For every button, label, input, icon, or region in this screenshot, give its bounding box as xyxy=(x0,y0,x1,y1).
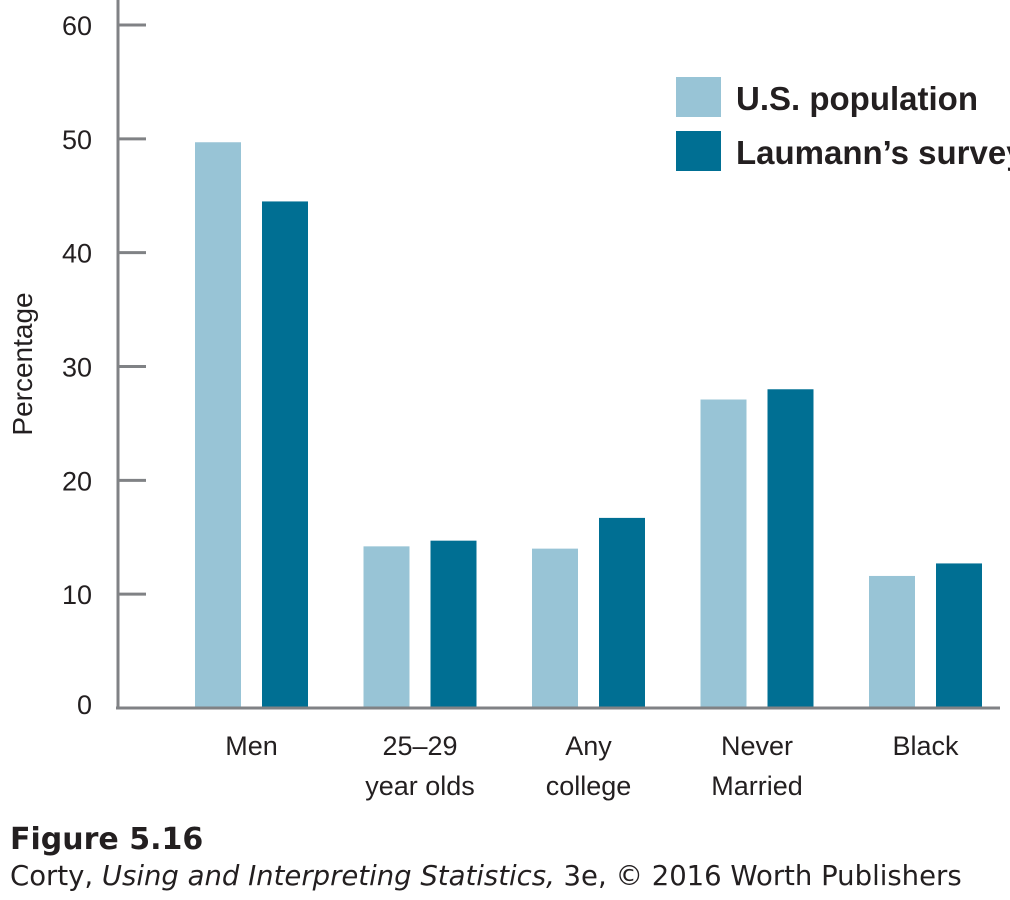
bar xyxy=(195,142,241,708)
x-tick-label: Black xyxy=(892,731,959,761)
bar xyxy=(936,563,982,708)
y-tick-label: 0 xyxy=(77,690,92,720)
figure-number: Figure 5.16 xyxy=(10,822,204,857)
bar xyxy=(599,517,645,708)
x-tick-label: Men xyxy=(225,731,278,761)
legend-swatch xyxy=(676,77,721,117)
x-axis-category-labels: Men 25–29 year olds Any college Never Married B… xyxy=(225,731,959,801)
y-tick-label: 10 xyxy=(62,580,92,610)
x-tick-label: Any college xyxy=(546,731,632,801)
legend-swatch xyxy=(676,131,721,171)
bar xyxy=(869,575,915,708)
y-tick-label: 60 xyxy=(62,11,92,41)
bar xyxy=(532,548,578,708)
x-tick-label: 25–29 year olds xyxy=(365,731,475,801)
source-prefix: Corty, xyxy=(10,860,102,892)
x-tick-label: Never Married xyxy=(711,731,803,801)
legend-label: U.S. population xyxy=(736,80,978,117)
source-book-title: Using and Interpreting Statistics, xyxy=(101,860,555,892)
bar xyxy=(430,540,477,708)
bar xyxy=(767,389,814,708)
figure-source: Corty, Using and Interpreting Statistics… xyxy=(10,858,1000,894)
y-tick-label: 50 xyxy=(62,125,92,155)
source-suffix: 3e, © 2016 Worth Publishers xyxy=(554,860,962,892)
bars xyxy=(195,142,982,709)
y-tick-label: 30 xyxy=(62,353,92,383)
y-tick-label: 40 xyxy=(62,239,92,269)
y-axis-title: Percentage xyxy=(7,292,38,435)
y-axis-ticks: 0 10 20 30 40 50 60 xyxy=(62,11,146,720)
y-tick-label: 20 xyxy=(62,466,92,496)
bar-chart: 0 10 20 30 40 50 60 Men 25–29 year olds Any colleg… xyxy=(7,0,1010,801)
figure-caption: Figure 5.16 Corty, Using and Interpretin… xyxy=(10,822,1000,894)
bar xyxy=(363,546,410,708)
bar xyxy=(700,399,747,708)
legend-label: Laumann’s survey xyxy=(736,134,1010,171)
legend: U.S. population Laumann’s survey xyxy=(676,77,1010,171)
bar xyxy=(262,201,308,709)
